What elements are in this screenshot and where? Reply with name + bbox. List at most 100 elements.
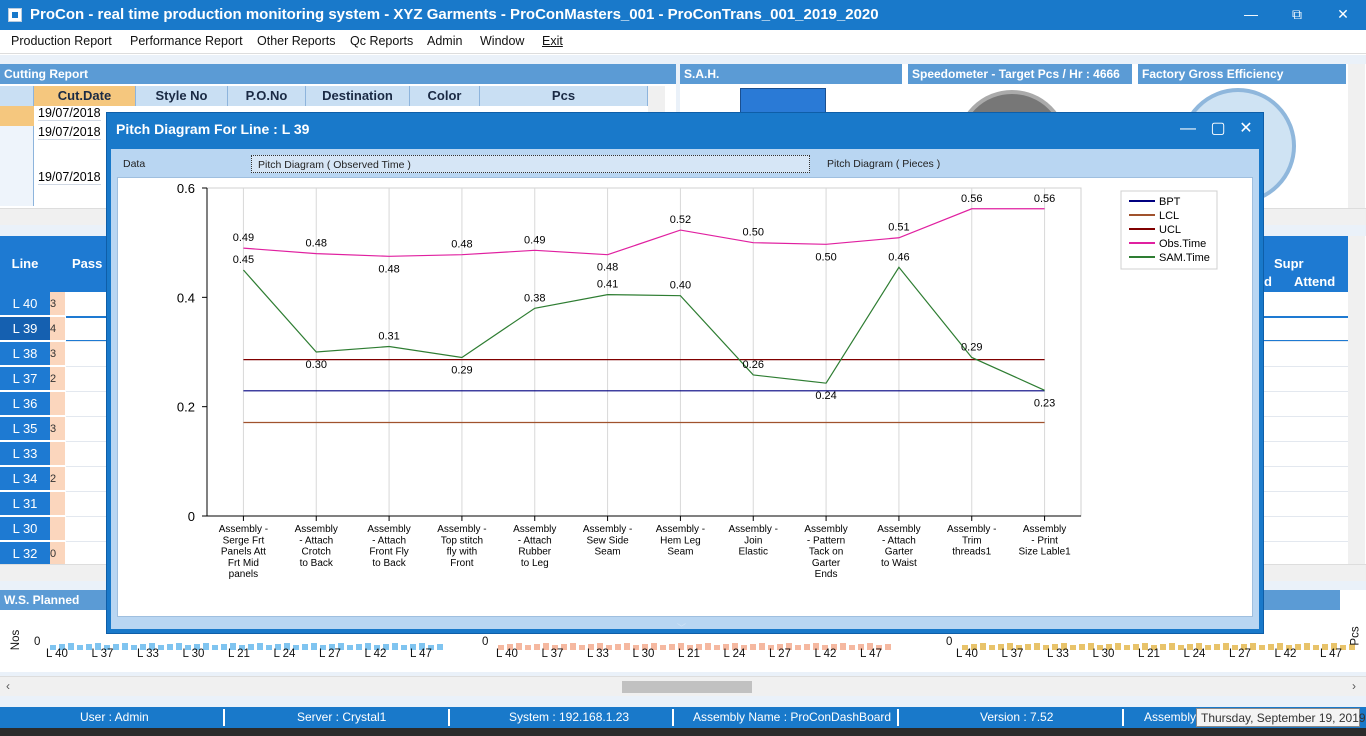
- legend-label: BPT: [1159, 196, 1181, 208]
- line-row-l30[interactable]: L 30: [0, 517, 50, 541]
- main-hscroll[interactable]: ‹ ›: [0, 676, 1366, 696]
- x-tick-label: Rubber: [518, 547, 551, 558]
- mini-bar: [989, 645, 995, 650]
- gauges-vscroll[interactable]: [1348, 64, 1365, 208]
- close-button[interactable]: ✕: [1337, 6, 1349, 22]
- line-row-l37[interactable]: L 37: [0, 367, 50, 391]
- menu-production-report[interactable]: Production Report: [11, 34, 112, 48]
- line-value-cell: [50, 517, 65, 541]
- x-tick-label: Assembly -: [583, 524, 632, 535]
- line-row-l35[interactable]: L 35: [0, 417, 50, 441]
- line-value-cell: 3: [50, 417, 65, 441]
- minimize-button[interactable]: —: [1244, 6, 1258, 22]
- menu-qc-reports[interactable]: Qc Reports: [350, 34, 414, 48]
- date-tooltip: Thursday, September 19, 2019: [1196, 708, 1366, 727]
- line-value-cell: 3: [50, 342, 65, 366]
- mini-bar: [221, 644, 227, 650]
- mini-bar: [1025, 644, 1031, 650]
- col-color[interactable]: Color: [410, 86, 480, 106]
- mini-bar: [185, 645, 191, 650]
- tab-pitch-pieces[interactable]: Pitch Diagram ( Pieces ): [827, 158, 941, 170]
- status-bar: User : Admin Server : Crystal1 System : …: [0, 707, 1366, 728]
- lines-vscroll[interactable]: [1348, 236, 1365, 564]
- tab-pitch-observed[interactable]: Pitch Diagram ( Observed Time ): [251, 155, 810, 173]
- mini-bar: [1187, 644, 1193, 650]
- line-row-l40[interactable]: L 40: [0, 292, 50, 316]
- menu-window[interactable]: Window: [480, 34, 525, 48]
- line-value-cell: 4: [50, 317, 65, 341]
- col-cut-date[interactable]: Cut.Date: [34, 86, 136, 106]
- scroll-left-icon[interactable]: ‹: [6, 679, 10, 693]
- mini-bar: [714, 645, 720, 650]
- x-tick-label: fly with: [447, 547, 478, 558]
- tab-data[interactable]: Data: [123, 158, 146, 170]
- right-ylabel: Pcs: [1349, 626, 1362, 646]
- splitter-down-icon[interactable]: ﹀: [677, 623, 687, 633]
- menu-performance-report[interactable]: Performance Report: [130, 34, 243, 48]
- mini-bar: [624, 643, 630, 650]
- line-row-l33[interactable]: L 33: [0, 442, 50, 466]
- data-label: 0.24: [815, 390, 836, 402]
- x-tick-label: L 33: [587, 648, 609, 660]
- mini-bar: [1088, 643, 1094, 650]
- line-row-l34[interactable]: L 34: [0, 467, 50, 491]
- menu-other-reports[interactable]: Other Reports: [257, 34, 336, 48]
- mini-bar: [777, 644, 783, 650]
- mini-bar: [678, 643, 684, 650]
- mini-bar: [998, 644, 1004, 650]
- x-tick-label: L 21: [1138, 648, 1160, 660]
- line-value-cell: [50, 392, 65, 416]
- mini-bar: [579, 645, 585, 650]
- app-icon[interactable]: [8, 8, 22, 22]
- mini-bar: [795, 645, 801, 650]
- line-row-l38[interactable]: L 38: [0, 342, 50, 366]
- x-tick-label: Assembly -: [729, 524, 778, 535]
- col-destination[interactable]: Destination: [306, 86, 410, 106]
- menu-exit[interactable]: Exit: [542, 34, 563, 48]
- maximize-button[interactable]: ⧉: [1292, 6, 1302, 22]
- row-header-selected[interactable]: [0, 106, 34, 126]
- line-row-l39[interactable]: L 39: [0, 317, 50, 341]
- data-label: 0.38: [524, 292, 545, 304]
- data-label: 0.50: [743, 227, 764, 239]
- x-tick-label: - Attach: [518, 535, 552, 546]
- x-tick-label: - Print: [1031, 535, 1058, 546]
- line-value-cell: 2: [50, 467, 65, 491]
- x-tick-label: L 33: [137, 648, 159, 660]
- mini-bar: [194, 644, 200, 650]
- x-tick-label: Garter: [812, 558, 841, 569]
- mini-bar: [732, 643, 738, 650]
- dialog-minimize-button[interactable]: —: [1180, 120, 1196, 137]
- mini-bar: [347, 645, 353, 650]
- data-label: 0.48: [451, 239, 472, 251]
- mini-bar: [365, 643, 371, 650]
- col-pcs[interactable]: Pcs: [480, 86, 648, 106]
- line-row-l36[interactable]: L 36: [0, 392, 50, 416]
- col-po-no[interactable]: P.O.No: [228, 86, 306, 106]
- col-style-no[interactable]: Style No: [136, 86, 228, 106]
- dialog-close-button[interactable]: ✕: [1239, 120, 1253, 137]
- menu-admin[interactable]: Admin: [427, 34, 463, 48]
- mini-bar: [257, 643, 263, 650]
- mini-bar: [338, 643, 344, 650]
- x-tick-label: to Leg: [521, 558, 549, 569]
- mini-bar: [50, 645, 56, 650]
- mini-bar: [275, 644, 281, 650]
- line-row-l31[interactable]: L 31: [0, 492, 50, 516]
- dialog-maximize-button[interactable]: ▢: [1210, 120, 1226, 137]
- scroll-right-icon[interactable]: ›: [1352, 679, 1356, 693]
- legend-label: LCL: [1159, 210, 1179, 222]
- mini-bar: [356, 644, 362, 650]
- mini-bar: [804, 644, 810, 650]
- mini-bar: [885, 644, 891, 650]
- mini-bar: [437, 644, 443, 650]
- x-tick-label: Assembly: [1023, 524, 1066, 535]
- mini-bar: [248, 644, 254, 650]
- line-row-l32[interactable]: L 32: [0, 542, 50, 566]
- scroll-thumb[interactable]: [622, 681, 752, 693]
- x-tick-label: L 21: [678, 648, 700, 660]
- chart-panel: 0 0.2 0.4 0.6 Assembly - Serge Frt Panels Att F…: [117, 177, 1253, 617]
- x-tick-label: Panels Att: [221, 547, 266, 558]
- mini-bar: [543, 643, 549, 650]
- mini-bar: [831, 644, 837, 650]
